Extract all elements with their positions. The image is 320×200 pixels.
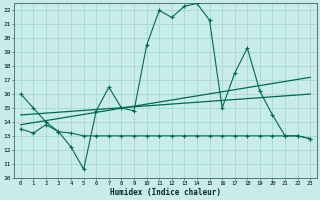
X-axis label: Humidex (Indice chaleur): Humidex (Indice chaleur) (110, 188, 221, 197)
